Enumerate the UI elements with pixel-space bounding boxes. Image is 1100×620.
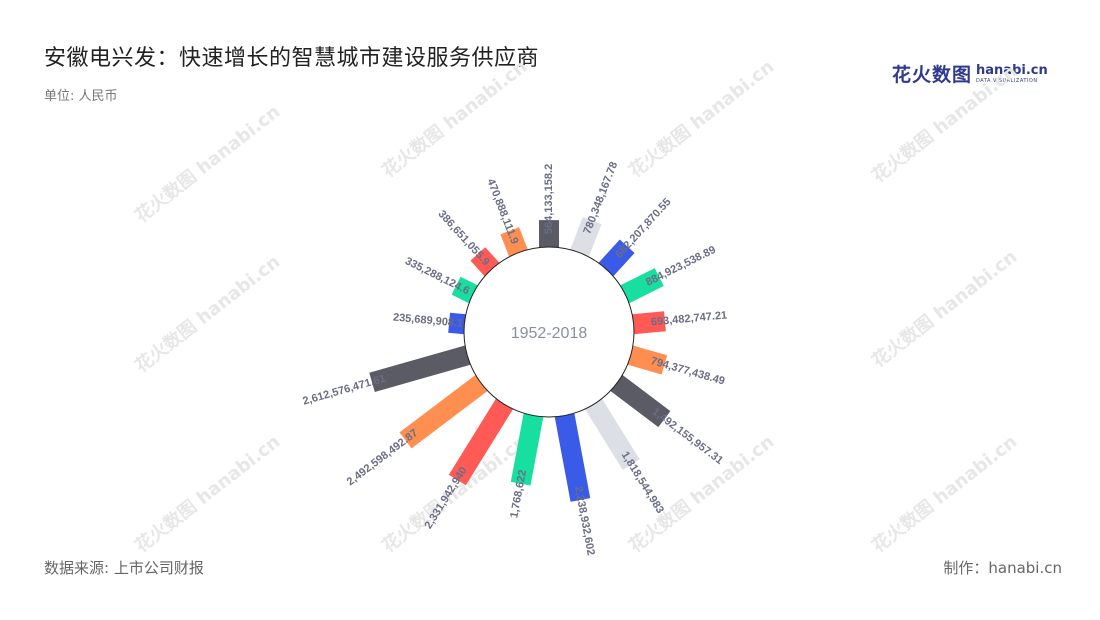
bar-label-group: 2,238,932,602 — [572, 485, 597, 556]
center-circle — [463, 246, 635, 418]
bar-label-group: 564,133,158.2 — [543, 164, 555, 234]
bar — [369, 344, 475, 392]
bar-value-label: 335,288,124.6 — [403, 255, 471, 297]
bar-value-label: 1,492,155,957.31 — [650, 406, 726, 467]
bar-group — [369, 344, 475, 392]
bar-value-label: 564,133,158.2 — [543, 164, 555, 234]
bar-label-group: 2,331,942,940 — [422, 465, 469, 531]
bar — [568, 216, 602, 262]
bar-group — [568, 216, 602, 262]
bar-group — [582, 394, 640, 470]
logo-text-en-group: hanabi.cn DATA VISUALIZATION — [976, 64, 1048, 84]
bar-label-group: 682,207,870.55 — [613, 196, 673, 261]
bar — [606, 372, 671, 428]
bar-label-group: 1,768,622 — [508, 469, 529, 519]
bar — [582, 394, 640, 470]
data-source: 数据来源: 上市公司财报 — [44, 559, 204, 577]
bar — [616, 268, 664, 306]
bar-value-label: 1,818,544,983 — [619, 450, 666, 516]
bar-group — [399, 372, 492, 449]
bar-label-group: 2,492,598,492.87 — [345, 427, 421, 488]
center-label: 1952-2018 — [511, 325, 588, 342]
bar — [553, 408, 591, 502]
bar-label-group: 884,923,538.89 — [644, 244, 718, 289]
bar — [399, 372, 492, 449]
bar — [627, 311, 666, 335]
bar-group — [448, 394, 516, 486]
bar — [539, 220, 559, 252]
bar-group — [553, 408, 591, 502]
bar-value-label: 884,923,538.89 — [644, 244, 718, 289]
logo-text-en-sub: DATA VISUALIZATION — [976, 77, 1038, 84]
bar — [510, 408, 545, 486]
bar-label-group: 1,818,544,983 — [619, 450, 666, 516]
credit-label: 制作：hanabi.cn — [943, 559, 1062, 577]
bar-value-label: 386,651,055.9 — [436, 208, 492, 268]
bar-label-group: 1,492,155,957.31 — [650, 406, 726, 467]
bar-value-label: 1,768,622 — [508, 469, 529, 519]
logo-text-en: hanabi.cn — [976, 62, 1048, 78]
bar-value-label: 2,331,942,940 — [422, 465, 469, 531]
brand-logo: 花火数图 hanabi.cn DATA VISUALIZATION — [892, 60, 1048, 87]
bar-value-label: 2,238,932,602 — [572, 485, 597, 556]
bar — [623, 344, 668, 375]
bar-label-group: 335,288,124.6 — [403, 255, 471, 297]
chart-title: 安徽电兴发：快速增长的智慧城市建设服务供应商 — [44, 46, 540, 71]
bar-group — [539, 220, 559, 252]
bar-group — [616, 268, 664, 306]
logo-text-cn: 花火数图 — [892, 64, 973, 86]
bar-group — [510, 408, 545, 486]
bar-value-label: 2,492,598,492.87 — [345, 427, 421, 488]
bar-group — [627, 311, 666, 335]
bar — [448, 394, 516, 486]
bar-value-label: 682,207,870.55 — [613, 196, 673, 261]
bar-group — [606, 372, 671, 428]
bars-layer — [369, 216, 671, 502]
bar-label-group: 386,651,055.9 — [436, 208, 492, 268]
bar-group — [623, 344, 668, 375]
unit-label: 单位: 人民币 — [44, 89, 118, 104]
